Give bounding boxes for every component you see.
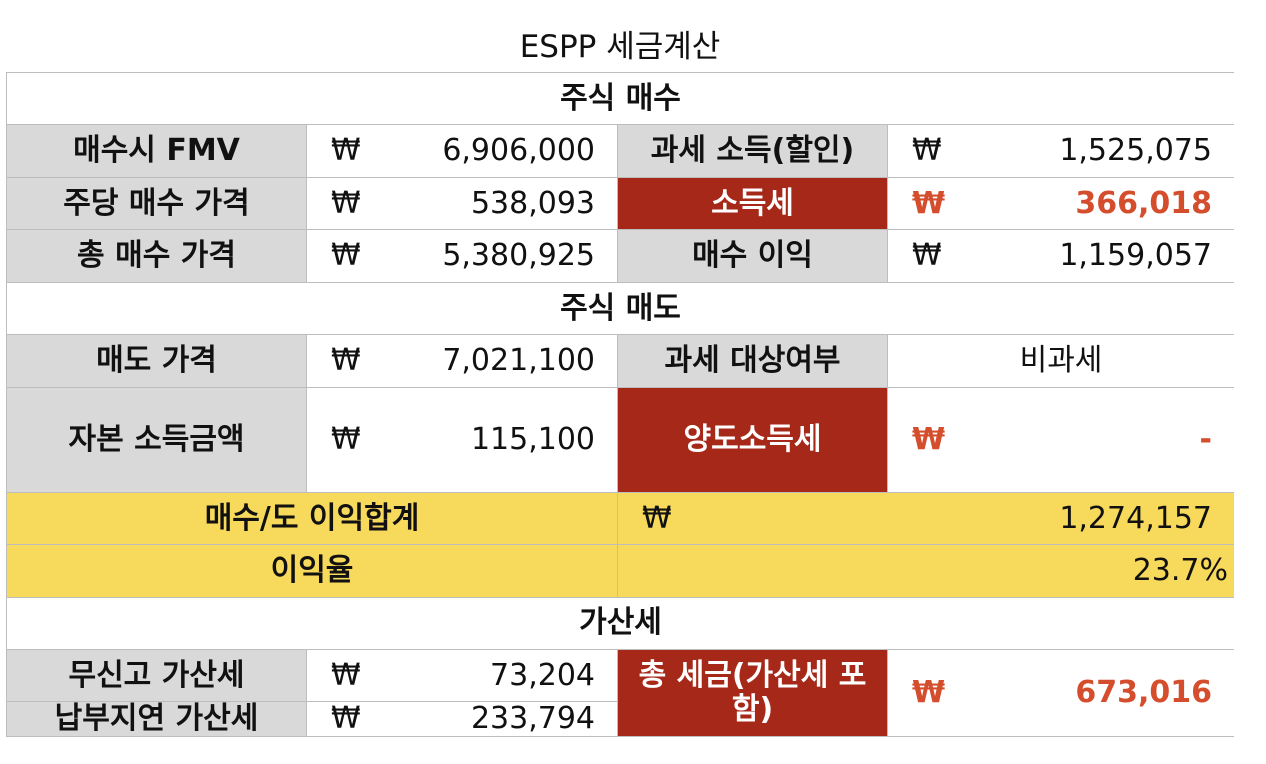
sale-price-value-cell[interactable]: ₩ 7,021,100 bbox=[307, 335, 617, 387]
total-gain-value-cell[interactable]: ₩ 1,274,157 bbox=[618, 492, 1234, 545]
sheet-title: ESPP 세금계산 bbox=[519, 29, 721, 65]
currency-symbol: ₩ bbox=[331, 238, 361, 274]
currency-symbol: ₩ bbox=[331, 702, 361, 736]
total-purchase-label: 총 매수 가격 bbox=[7, 230, 306, 282]
taxable-income-value: 1,525,075 bbox=[1059, 133, 1212, 169]
section-sale-header: 주식 매도 bbox=[7, 282, 1234, 335]
fmv-label: 매수시 FMV bbox=[7, 125, 306, 177]
total-tax-value: 673,016 bbox=[1075, 675, 1212, 711]
price-per-share-value: 538,093 bbox=[470, 185, 595, 221]
total-purchase-value: 5,380,925 bbox=[442, 238, 595, 274]
taxable-status-label: 과세 대상여부 bbox=[618, 335, 887, 387]
taxable-status-value[interactable]: 비과세 bbox=[888, 335, 1234, 387]
taxable-income-value-cell[interactable]: ₩ 1,525,075 bbox=[888, 125, 1234, 177]
capital-gain-label: 자본 소득금액 bbox=[7, 387, 306, 492]
total-gain-value: 1,274,157 bbox=[1059, 500, 1212, 536]
unfiled-penalty-value-cell[interactable]: ₩ 73,204 bbox=[307, 649, 617, 702]
capital-gains-tax-value: - bbox=[1199, 421, 1212, 457]
currency-symbol: ₩ bbox=[331, 185, 361, 221]
price-per-share-label: 주당 매수 가격 bbox=[7, 177, 306, 230]
espp-tax-table: 주식 매수 매수시 FMV ₩ 6,906,000 과세 소득(할인) ₩ 1,… bbox=[6, 72, 1234, 737]
currency-symbol: ₩ bbox=[331, 421, 361, 457]
unfiled-penalty-value: 73,204 bbox=[490, 657, 595, 693]
income-tax-value-cell[interactable]: ₩ 366,018 bbox=[888, 177, 1234, 230]
currency-symbol: ₩ bbox=[912, 675, 946, 711]
total-tax-label: 총 세금(가산세 포함) bbox=[618, 649, 887, 736]
late-payment-penalty-value: 233,794 bbox=[470, 702, 595, 736]
purchase-gain-value-cell[interactable]: ₩ 1,159,057 bbox=[888, 230, 1234, 282]
currency-symbol: ₩ bbox=[331, 657, 361, 693]
late-payment-penalty-label: 납부지연 가산세 bbox=[7, 702, 306, 736]
purchase-gain-value: 1,159,057 bbox=[1059, 238, 1212, 274]
capital-gains-tax-label: 양도소득세 bbox=[618, 387, 887, 492]
purchase-gain-label: 매수 이익 bbox=[618, 230, 887, 282]
total-purchase-value-cell[interactable]: ₩ 5,380,925 bbox=[307, 230, 617, 282]
currency-symbol: ₩ bbox=[331, 133, 361, 169]
capital-gain-value-cell[interactable]: ₩ 115,100 bbox=[307, 387, 617, 492]
currency-symbol: ₩ bbox=[912, 421, 946, 457]
section-purchase-header: 주식 매수 bbox=[7, 73, 1234, 125]
capital-gain-value: 115,100 bbox=[470, 421, 595, 457]
unfiled-penalty-label: 무신고 가산세 bbox=[7, 649, 306, 702]
price-per-share-value-cell[interactable]: ₩ 538,093 bbox=[307, 177, 617, 230]
fmv-value: 6,906,000 bbox=[442, 133, 595, 169]
currency-symbol: ₩ bbox=[912, 133, 942, 169]
currency-symbol: ₩ bbox=[912, 185, 946, 221]
currency-symbol: ₩ bbox=[331, 343, 361, 379]
total-gain-label: 매수/도 이익합계 bbox=[7, 492, 617, 545]
fmv-value-cell[interactable]: ₩ 6,906,000 bbox=[307, 125, 617, 177]
sale-price-label: 매도 가격 bbox=[7, 335, 306, 387]
currency-symbol: ₩ bbox=[642, 500, 672, 536]
capital-gains-tax-value-cell[interactable]: ₩ - bbox=[888, 387, 1234, 492]
income-tax-label: 소득세 bbox=[618, 177, 887, 230]
total-tax-value-cell[interactable]: ₩ 673,016 bbox=[888, 649, 1234, 736]
return-rate-value[interactable]: 23.7% bbox=[618, 545, 1234, 597]
late-payment-penalty-value-cell[interactable]: ₩ 233,794 bbox=[307, 702, 617, 736]
income-tax-value: 366,018 bbox=[1075, 185, 1212, 221]
section-penalty-header: 가산세 bbox=[7, 597, 1234, 649]
taxable-income-label: 과세 소득(할인) bbox=[618, 125, 887, 177]
return-rate-label: 이익율 bbox=[7, 545, 617, 597]
currency-symbol: ₩ bbox=[912, 238, 942, 274]
sale-price-value: 7,021,100 bbox=[442, 343, 595, 379]
